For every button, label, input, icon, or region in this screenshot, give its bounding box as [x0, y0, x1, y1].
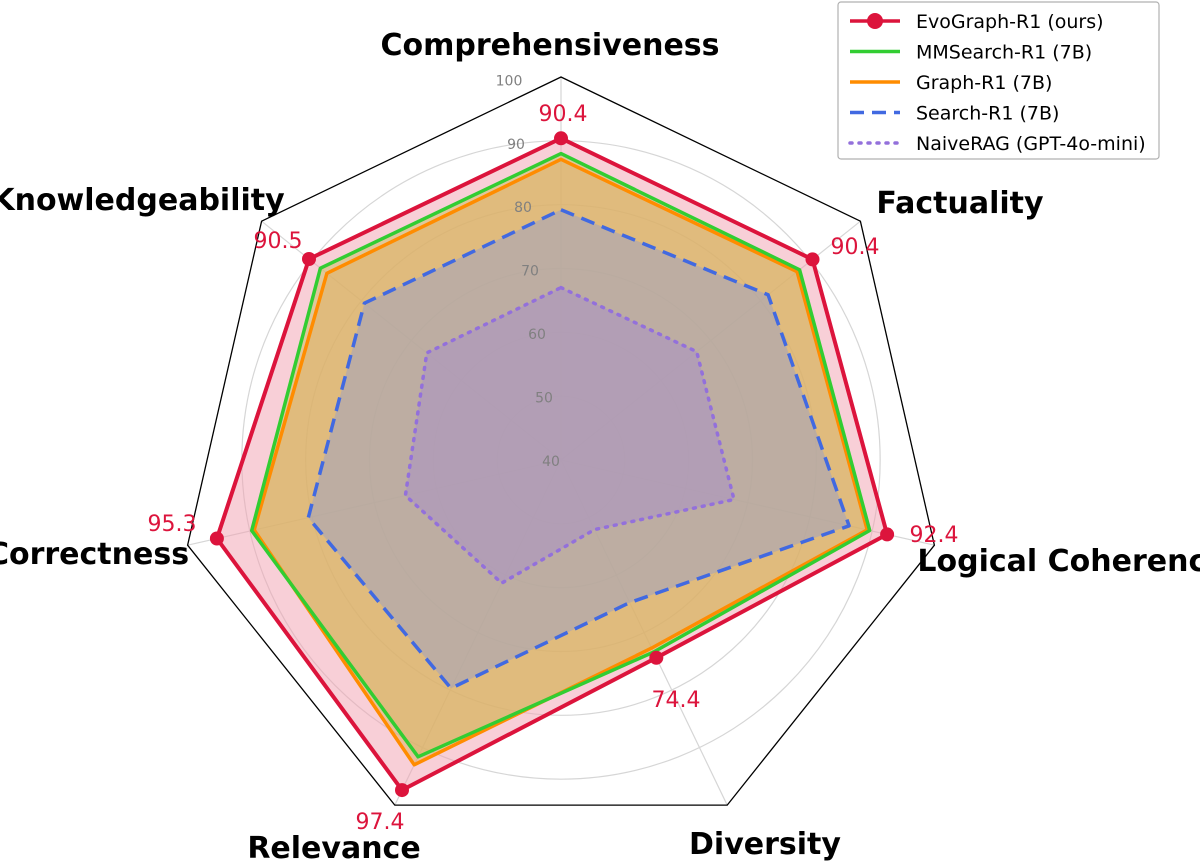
series-fill-naiverag-gpt-4o-mini: [405, 287, 734, 584]
axis-labels: Comprehensiveness Factuality Logical Coher…: [0, 28, 1200, 861]
legend-marker-evograph-r1-ours: [867, 13, 883, 29]
value-label-logical-coherence: 92.4: [910, 523, 959, 548]
tick-label-60: 60: [528, 327, 546, 343]
series-line-evograph-r1-ours: [214, 136, 890, 793]
value-label-diversity: 74.4: [652, 688, 701, 713]
marker-diversity: [649, 650, 664, 665]
marker-relevance: [395, 783, 409, 798]
tick-label-70: 70: [521, 264, 539, 280]
legend: EvoGraph-R1 (ours) MMSearch-R1 (7B) Graph-…: [837, 1, 1160, 160]
axis-label-comprehensiveness: Comprehensiveness: [380, 28, 719, 63]
marker-knowledgeability: [302, 252, 316, 266]
outer-frame: [186, 76, 936, 806]
axis-label-relevance: Relevance: [247, 831, 420, 861]
tick-label-100: 100: [496, 73, 523, 89]
legend-label-evograph-r1-ours: EvoGraph-R1 (ours): [916, 11, 1104, 33]
axis-label-correctness: Correctness: [0, 537, 189, 572]
marker-correctness: [209, 531, 224, 546]
legend-label-naiverag-gpt-4o-mini: NaiveRAG (GPT-4o-mini): [916, 133, 1146, 155]
series-line-search-r1-7b: [306, 208, 851, 691]
value-label-correctness: 95.3: [148, 512, 197, 537]
legend-label-graph-r1-7b: Graph-R1 (7B): [916, 72, 1052, 94]
radial-tick-labels: 40 50 60 70 80 90 100: [496, 73, 560, 470]
axis-label-factuality: Factuality: [876, 186, 1044, 221]
series-lines: [209, 131, 895, 798]
series-line-naiverag-gpt-4o-mini: [403, 285, 736, 585]
marker-comprehensiveness: [554, 131, 568, 146]
value-label-comprehensiveness: 90.4: [539, 102, 588, 127]
value-label-relevance: 97.4: [356, 810, 405, 835]
value-labels: 90.4 90.4 92.4 74.4 97.4 95.3 90.5: [148, 102, 959, 835]
marker-logical-coherence: [880, 527, 895, 542]
tick-label-50: 50: [535, 391, 553, 407]
axis-label-knowledgeability: Knowledgeability: [0, 183, 285, 218]
series-fills: [216, 138, 888, 791]
legend-label-mmsearch-r1-7b: MMSearch-R1 (7B): [916, 42, 1092, 64]
legend-frame: [837, 1, 1160, 160]
tick-label-40: 40: [542, 454, 560, 470]
axis-label-logical-coherence: Logical Coherence: [917, 544, 1200, 579]
marker-factuality: [805, 252, 820, 267]
value-label-factuality: 90.4: [831, 235, 880, 260]
value-label-knowledgeability: 90.5: [254, 229, 303, 254]
tick-label-80: 80: [514, 200, 532, 216]
legend-label-search-r1-7b: Search-R1 (7B): [916, 103, 1059, 125]
tick-label-90: 90: [507, 137, 525, 153]
series-line-mmsearch-r1-7b: [249, 151, 872, 759]
axis-label-diversity: Diversity: [689, 827, 841, 861]
